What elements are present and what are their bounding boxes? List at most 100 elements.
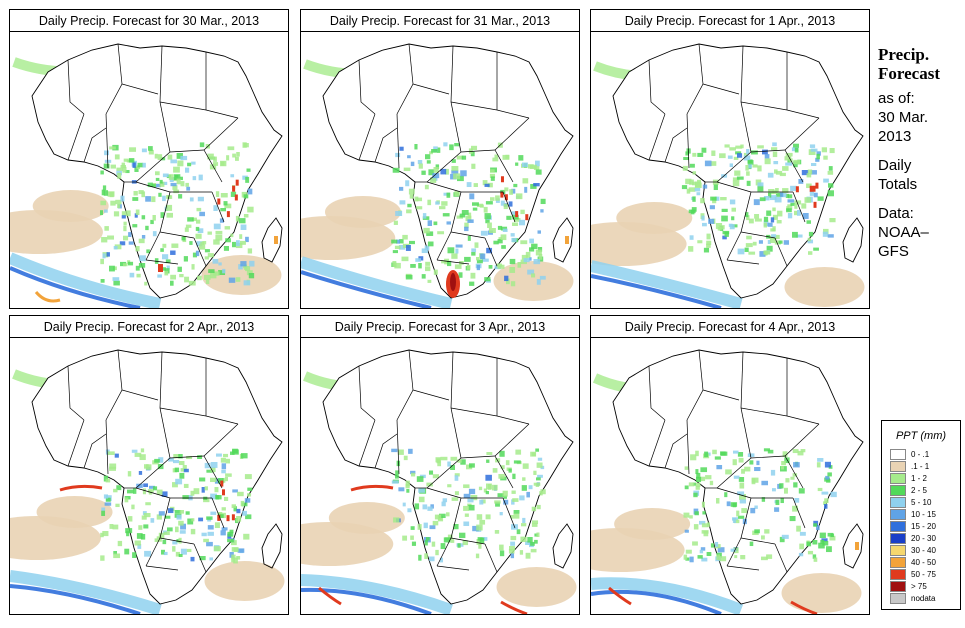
rain-cell xyxy=(249,260,255,267)
rain-cell xyxy=(178,461,185,466)
rain-cell xyxy=(457,459,462,463)
rain-cell xyxy=(243,214,249,218)
rain-cell xyxy=(516,529,521,535)
rain-cell xyxy=(233,557,238,564)
rain-cell xyxy=(815,157,820,162)
rain-cell xyxy=(221,463,227,470)
rain-cell xyxy=(123,235,129,241)
rain-cell xyxy=(536,532,540,538)
rain-cell xyxy=(195,233,202,239)
rain-cell xyxy=(787,213,793,219)
country-border xyxy=(784,149,804,183)
rain-cell xyxy=(772,207,776,212)
rain-cell xyxy=(153,486,158,491)
rain-cell xyxy=(757,182,764,187)
country-border xyxy=(750,455,786,459)
rain-cell xyxy=(491,484,498,491)
rain-cell xyxy=(695,485,700,490)
heavy-rain-band xyxy=(350,484,394,492)
rain-cell xyxy=(512,214,519,220)
rain-cell xyxy=(469,463,475,468)
rain-cell xyxy=(224,203,232,209)
rain-cell xyxy=(210,467,216,473)
rain-cell xyxy=(828,166,833,171)
rain-cell xyxy=(433,221,438,226)
rain-cell xyxy=(238,264,243,270)
rain-cell xyxy=(124,548,130,555)
country-border xyxy=(664,433,688,469)
rain-cell xyxy=(100,279,105,283)
country-border xyxy=(784,117,820,151)
rain-cell xyxy=(729,163,733,168)
rain-cell xyxy=(113,551,118,555)
rain-cell xyxy=(437,231,445,235)
rain-cell xyxy=(184,227,189,232)
rain-cell xyxy=(242,142,247,148)
rain-cell xyxy=(739,482,745,489)
rain-cell xyxy=(192,252,198,258)
rain-cell xyxy=(828,183,834,188)
country-border xyxy=(450,45,454,103)
country-border xyxy=(436,231,452,261)
rain-cell xyxy=(105,449,110,455)
rain-cell xyxy=(485,491,489,495)
rain-cell xyxy=(123,263,128,267)
side-date-1: 30 Mar. xyxy=(878,109,929,126)
rain-cell xyxy=(528,485,533,490)
rain-cell xyxy=(771,147,778,151)
rain-cell xyxy=(134,540,141,546)
country-border xyxy=(193,543,207,573)
rain-cell xyxy=(508,548,515,554)
rain-cell xyxy=(212,258,219,264)
legend-swatch xyxy=(890,485,906,496)
rain-cell xyxy=(210,462,218,468)
rain-cell xyxy=(201,532,207,537)
rain-cell xyxy=(245,266,251,272)
rain-cell xyxy=(143,513,151,518)
rain-cell xyxy=(418,163,423,169)
heavy-rain-cell xyxy=(220,480,224,487)
country-border xyxy=(145,537,161,567)
rain-cell xyxy=(127,516,133,522)
rain-cell xyxy=(232,153,236,158)
rain-cell xyxy=(495,195,500,201)
legend-swatch xyxy=(890,581,906,592)
rain-cell xyxy=(485,514,491,520)
rain-cell xyxy=(425,154,431,160)
rain-cell xyxy=(133,191,138,196)
rain-cell xyxy=(720,197,727,201)
rain-cell xyxy=(409,194,414,199)
rain-cell xyxy=(454,191,460,197)
country-border xyxy=(145,231,161,261)
rain-cell xyxy=(229,529,234,534)
rain-cell xyxy=(790,185,797,191)
rain-cell xyxy=(182,495,189,500)
rain-cell xyxy=(214,522,220,529)
legend-label: 40 - 50 xyxy=(911,558,936,567)
rain-cell xyxy=(823,155,828,160)
country-border xyxy=(716,487,752,499)
rain-cell xyxy=(799,543,805,550)
country-border xyxy=(135,181,171,193)
rain-cell xyxy=(476,514,483,520)
country-border xyxy=(426,181,462,193)
madagascar-outline xyxy=(261,217,283,263)
rain-cell xyxy=(525,251,531,258)
country-border xyxy=(774,543,788,573)
rain-cell xyxy=(829,218,836,223)
rain-cell xyxy=(694,511,699,516)
rain-cell xyxy=(829,148,835,154)
rain-cell xyxy=(785,152,793,157)
rain-cell xyxy=(821,491,829,495)
rain-cell xyxy=(185,167,190,173)
rain-cell xyxy=(391,480,399,484)
rain-band xyxy=(10,266,141,308)
rain-cell xyxy=(746,235,752,240)
rain-cell xyxy=(152,231,157,237)
heavy-rain-cell xyxy=(525,214,529,221)
rain-cell xyxy=(751,477,759,483)
rain-cell xyxy=(694,182,702,189)
rain-cell xyxy=(128,261,134,266)
rain-cell xyxy=(513,510,520,514)
legend-row: 15 - 20 xyxy=(890,521,960,533)
